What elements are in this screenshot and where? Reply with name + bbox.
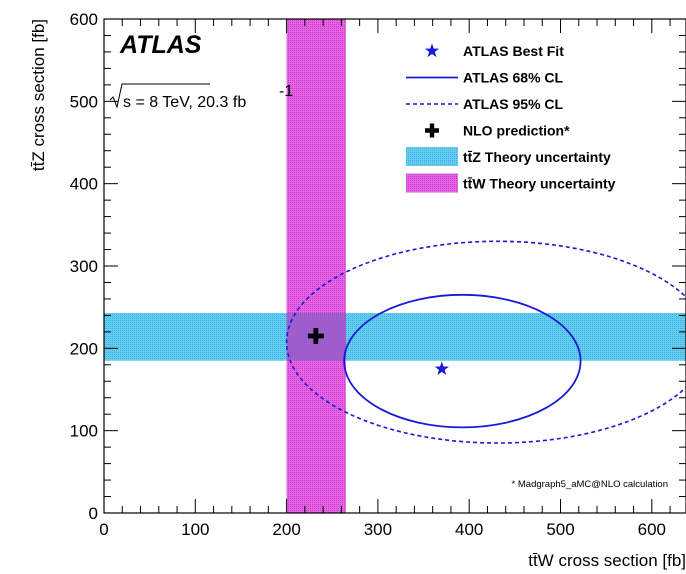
legend-entry: NLO prediction* xyxy=(425,123,570,139)
y-tick-label: 0 xyxy=(89,504,98,523)
legend: ATLAS Best Fit ATLAS 68% CL ATLAS 95% CL NL… xyxy=(406,43,616,193)
x-tick-label: 500 xyxy=(546,520,574,539)
x-axis-title: tt̄W cross section [fb] xyxy=(528,551,686,570)
x-tick-label: 600 xyxy=(638,520,666,539)
legend-star-icon xyxy=(424,43,440,58)
y-axis-ticks: 0 100 200 300 400 500 600 xyxy=(70,10,686,523)
x-tick-label: 0 xyxy=(99,520,108,539)
legend-entry: tt̄Z Theory uncertainty xyxy=(406,147,611,166)
nlo-cross xyxy=(307,327,324,344)
legend-magenta-box-icon xyxy=(406,173,458,193)
legend-label: NLO prediction* xyxy=(463,123,570,139)
legend-entry: tt̄W Theory uncertainty xyxy=(406,173,616,193)
x-axis-ticks: 0 100 200 300 400 500 600 xyxy=(99,19,671,539)
y-tick-label: 100 xyxy=(70,422,98,441)
x-tick-label: 100 xyxy=(181,520,209,539)
legend-entry: ATLAS Best Fit xyxy=(424,43,564,59)
x-tick-label: 400 xyxy=(455,520,483,539)
ttw-theory-band xyxy=(286,19,346,513)
legend-label: tt̄Z Theory uncertainty xyxy=(463,149,611,165)
legend-label: ATLAS 95% CL xyxy=(463,96,564,112)
y-tick-label: 200 xyxy=(70,339,98,358)
cl68-contour xyxy=(343,293,582,429)
cl95-contour xyxy=(285,240,686,444)
y-tick-label: 600 xyxy=(70,10,98,29)
energy-superscript: -1 xyxy=(279,83,293,100)
x-tick-label: 200 xyxy=(272,520,300,539)
y-tick-label: 400 xyxy=(70,175,98,194)
ttz-theory-band xyxy=(104,312,686,361)
y-axis-title: tt̄Z cross section [fb] xyxy=(29,19,48,171)
legend-entry: ATLAS 95% CL xyxy=(406,96,564,112)
y-tick-label: 500 xyxy=(70,92,98,111)
legend-entry: ATLAS 68% CL xyxy=(406,70,564,86)
footnote: * Madgraph5_aMC@NLO calculation xyxy=(512,479,668,490)
legend-label: ATLAS Best Fit xyxy=(463,43,564,59)
best-fit-marker xyxy=(434,361,449,375)
energy-text: s = 8 TeV, 20.3 fb xyxy=(123,94,246,111)
best-fit-star xyxy=(434,361,449,375)
legend-label: tt̄W Theory uncertainty xyxy=(463,175,616,191)
legend-cross-icon xyxy=(425,123,439,138)
legend-cyan-box-icon xyxy=(406,147,458,166)
energy-label: √ s = 8 TeV, 20.3 fb -1 xyxy=(109,83,293,111)
legend-label: ATLAS 68% CL xyxy=(463,70,564,86)
y-tick-label: 300 xyxy=(70,257,98,276)
x-tick-label: 300 xyxy=(364,520,392,539)
nlo-prediction-marker xyxy=(307,327,324,344)
experiment-label: ATLAS xyxy=(119,31,202,59)
